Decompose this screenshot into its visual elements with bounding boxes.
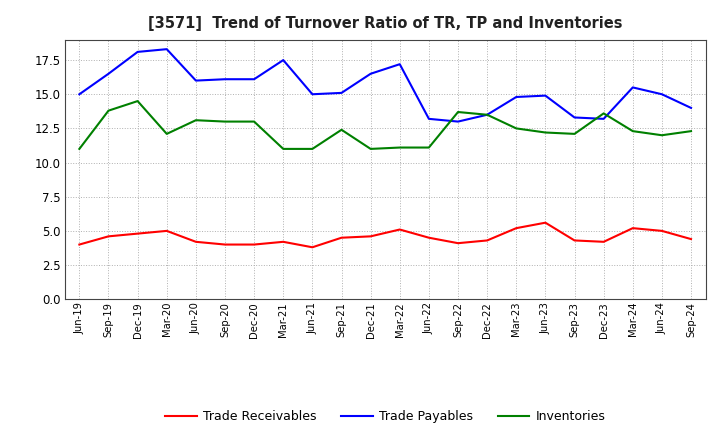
Trade Receivables	[541, 220, 550, 225]
Inventories	[308, 146, 317, 151]
Trade Payables	[220, 77, 229, 82]
Trade Receivables	[366, 234, 375, 239]
Trade Payables	[337, 90, 346, 95]
Trade Receivables	[133, 231, 142, 236]
Line: Trade Receivables: Trade Receivables	[79, 223, 691, 247]
Trade Payables	[599, 116, 608, 121]
Inventories	[687, 128, 696, 134]
Inventories	[629, 128, 637, 134]
Trade Payables	[104, 71, 113, 77]
Trade Receivables	[425, 235, 433, 240]
Inventories	[250, 119, 258, 124]
Inventories	[75, 146, 84, 151]
Trade Payables	[250, 77, 258, 82]
Trade Receivables	[512, 226, 521, 231]
Inventories	[104, 108, 113, 113]
Trade Receivables	[657, 228, 666, 234]
Inventories	[454, 110, 462, 115]
Trade Receivables	[687, 236, 696, 242]
Trade Receivables	[192, 239, 200, 245]
Trade Payables	[133, 49, 142, 55]
Trade Receivables	[75, 242, 84, 247]
Inventories	[395, 145, 404, 150]
Inventories	[599, 111, 608, 116]
Inventories	[512, 126, 521, 131]
Trade Receivables	[279, 239, 287, 245]
Inventories	[220, 119, 229, 124]
Trade Payables	[541, 93, 550, 98]
Inventories	[541, 130, 550, 135]
Trade Payables	[279, 58, 287, 63]
Trade Payables	[657, 92, 666, 97]
Inventories	[657, 132, 666, 138]
Trade Receivables	[483, 238, 492, 243]
Trade Receivables	[308, 245, 317, 250]
Trade Receivables	[104, 234, 113, 239]
Line: Trade Payables: Trade Payables	[79, 49, 691, 121]
Trade Receivables	[599, 239, 608, 245]
Trade Payables	[483, 112, 492, 117]
Trade Payables	[425, 116, 433, 121]
Inventories	[337, 127, 346, 132]
Inventories	[133, 99, 142, 104]
Trade Payables	[75, 92, 84, 97]
Trade Payables	[454, 119, 462, 124]
Trade Receivables	[395, 227, 404, 232]
Trade Receivables	[629, 226, 637, 231]
Trade Receivables	[337, 235, 346, 240]
Trade Payables	[366, 71, 375, 77]
Trade Receivables	[454, 241, 462, 246]
Trade Payables	[308, 92, 317, 97]
Trade Receivables	[570, 238, 579, 243]
Trade Receivables	[250, 242, 258, 247]
Trade Payables	[570, 115, 579, 120]
Legend: Trade Receivables, Trade Payables, Inventories: Trade Receivables, Trade Payables, Inven…	[161, 405, 610, 428]
Trade Payables	[512, 94, 521, 99]
Trade Payables	[192, 78, 200, 83]
Inventories	[366, 146, 375, 151]
Inventories	[425, 145, 433, 150]
Inventories	[163, 131, 171, 136]
Inventories	[279, 146, 287, 151]
Trade Payables	[163, 47, 171, 52]
Title: [3571]  Trend of Turnover Ratio of TR, TP and Inventories: [3571] Trend of Turnover Ratio of TR, TP…	[148, 16, 623, 32]
Inventories	[192, 117, 200, 123]
Trade Payables	[687, 105, 696, 110]
Inventories	[483, 112, 492, 117]
Trade Payables	[395, 62, 404, 67]
Trade Payables	[629, 85, 637, 90]
Line: Inventories: Inventories	[79, 101, 691, 149]
Trade Receivables	[220, 242, 229, 247]
Inventories	[570, 131, 579, 136]
Trade Receivables	[163, 228, 171, 234]
